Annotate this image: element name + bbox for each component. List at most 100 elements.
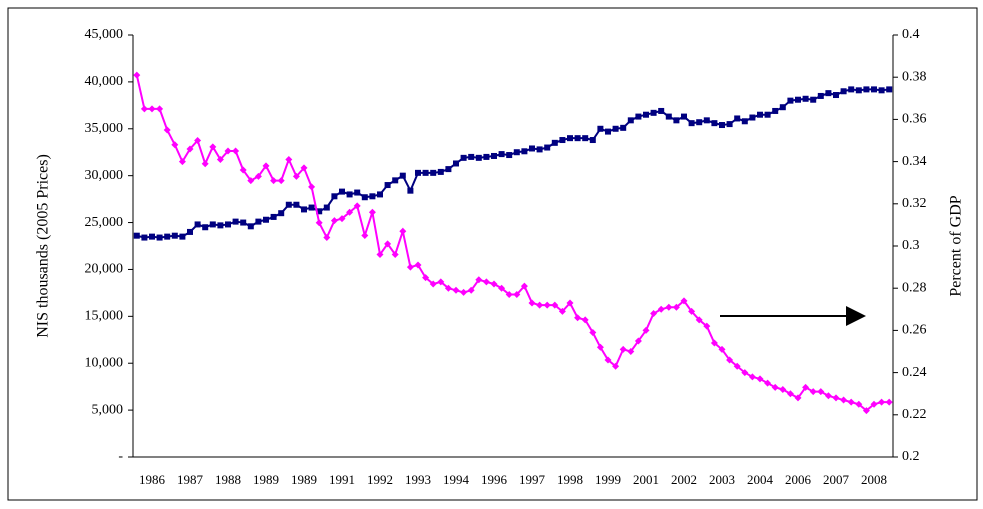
- point-marker: [156, 234, 163, 241]
- point-marker: [855, 400, 863, 408]
- point-marker: [521, 148, 528, 155]
- point-marker: [672, 303, 680, 311]
- point-marker: [559, 137, 566, 144]
- point-marker: [377, 191, 383, 198]
- point-marker: [163, 126, 171, 134]
- point-marker: [140, 105, 148, 113]
- point-marker: [308, 183, 316, 191]
- point-marker: [293, 201, 300, 208]
- point-marker: [292, 172, 300, 180]
- point-marker: [194, 221, 201, 228]
- point-marker: [764, 379, 772, 387]
- point-marker: [757, 111, 763, 118]
- point-marker: [627, 117, 634, 124]
- point-marker: [414, 261, 422, 269]
- point-marker: [795, 96, 801, 103]
- point-marker: [620, 124, 627, 131]
- point-marker: [376, 250, 384, 258]
- point-marker: [315, 219, 323, 227]
- point-marker: [748, 373, 756, 381]
- point-marker: [650, 109, 657, 116]
- y-tick-label: 20,000: [85, 262, 124, 277]
- point-marker: [178, 158, 186, 166]
- point-marker: [673, 117, 680, 124]
- point-marker: [399, 172, 406, 179]
- x-tick-label: 2002: [671, 472, 697, 487]
- point-marker: [179, 233, 186, 240]
- point-marker: [444, 284, 452, 292]
- point-marker: [574, 135, 581, 142]
- point-marker: [392, 177, 399, 184]
- point-marker: [642, 326, 650, 334]
- point-marker: [353, 202, 361, 210]
- point-marker: [817, 388, 825, 396]
- point-marker: [833, 92, 839, 99]
- point-marker: [384, 240, 392, 248]
- point-marker: [688, 120, 695, 127]
- y-tick-label: 35,000: [85, 121, 124, 136]
- x-tick-label: 2006: [785, 472, 812, 487]
- point-marker: [323, 204, 330, 211]
- point-marker: [148, 105, 156, 113]
- point-marker: [878, 398, 886, 406]
- point-marker: [164, 233, 171, 240]
- point-marker: [149, 233, 155, 240]
- point-marker: [475, 154, 482, 161]
- point-marker: [772, 107, 779, 114]
- point-marker: [787, 97, 794, 104]
- x-tick-label: 2004: [747, 472, 774, 487]
- point-marker: [330, 217, 338, 225]
- point-marker: [863, 86, 870, 93]
- point-marker: [847, 398, 855, 406]
- x-tick-label: 1993: [405, 472, 431, 487]
- point-marker: [422, 274, 430, 282]
- x-tick-label: 1989: [291, 472, 317, 487]
- point-marker: [285, 201, 292, 208]
- series-line: [135, 74, 890, 412]
- point-marker: [354, 189, 361, 196]
- x-tick-label: 1994: [443, 472, 470, 487]
- point-marker: [285, 155, 293, 163]
- point-marker: [627, 348, 635, 355]
- point-marker: [194, 137, 202, 144]
- point-marker: [316, 208, 323, 215]
- point-marker: [551, 139, 558, 146]
- point-marker: [209, 143, 217, 151]
- point-marker: [278, 210, 285, 217]
- x-tick-label: 1986: [139, 472, 166, 487]
- y2-tick-label: 0.34: [902, 154, 927, 169]
- x-tick-label: 1998: [557, 472, 583, 487]
- y2-tick-label: 0.22: [902, 407, 927, 422]
- point-marker: [232, 147, 240, 155]
- point-marker: [870, 400, 878, 408]
- point-marker: [453, 160, 459, 167]
- point-marker: [771, 383, 779, 391]
- point-marker: [696, 119, 703, 126]
- point-marker: [399, 227, 407, 235]
- point-marker: [232, 218, 239, 225]
- point-marker: [886, 86, 893, 93]
- point-marker: [665, 303, 673, 311]
- point-marker: [681, 113, 687, 120]
- point-marker: [300, 164, 308, 172]
- point-marker: [429, 280, 437, 288]
- point-marker: [634, 337, 642, 345]
- x-tick-label: 1999: [595, 472, 621, 487]
- point-marker: [346, 191, 353, 198]
- point-marker: [254, 172, 262, 180]
- point-marker: [810, 96, 817, 103]
- point-marker: [460, 154, 467, 161]
- point-marker: [718, 345, 726, 353]
- point-marker: [513, 291, 521, 299]
- point-marker: [346, 208, 354, 216]
- point-marker: [338, 215, 346, 223]
- point-marker: [596, 343, 604, 351]
- point-marker: [505, 291, 513, 299]
- point-marker: [407, 187, 414, 194]
- y-tick-label: 15,000: [85, 309, 124, 324]
- y-tick-label: 25,000: [85, 215, 124, 230]
- point-marker: [247, 177, 255, 185]
- point-marker: [719, 122, 725, 129]
- x-tick-label: 2008: [861, 472, 887, 487]
